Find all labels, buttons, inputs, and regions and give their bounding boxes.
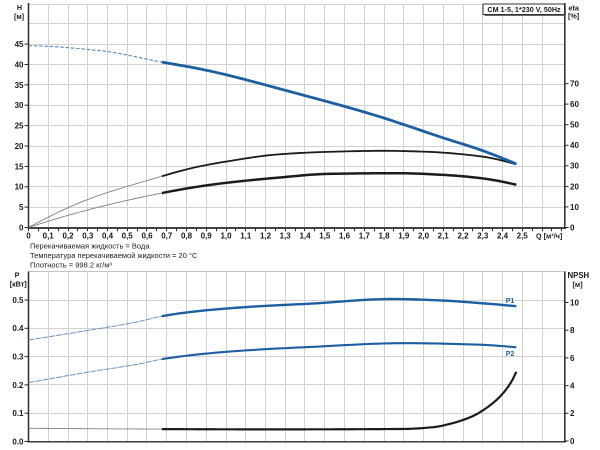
svg-text:1,6: 1,6: [339, 231, 351, 240]
svg-text:0,8: 0,8: [181, 231, 193, 240]
svg-text:45: 45: [15, 40, 24, 49]
svg-text:20: 20: [570, 182, 579, 191]
svg-text:2,3: 2,3: [477, 231, 489, 240]
svg-text:0,7: 0,7: [161, 231, 173, 240]
svg-text:20: 20: [15, 142, 24, 151]
svg-text:0: 0: [19, 223, 24, 232]
svg-text:10: 10: [15, 183, 24, 192]
svg-text:0.1: 0.1: [12, 409, 24, 418]
svg-text:60: 60: [570, 100, 579, 109]
svg-text:1,0: 1,0: [220, 231, 232, 240]
svg-text:1,5: 1,5: [319, 231, 331, 240]
svg-text:[кВт]: [кВт]: [10, 280, 27, 289]
svg-text:8: 8: [570, 326, 575, 335]
svg-text:CM 1-5, 1*230 V, 50Hz: CM 1-5, 1*230 V, 50Hz: [487, 5, 561, 14]
svg-text:0,6: 0,6: [141, 231, 153, 240]
svg-text:P2: P2: [506, 351, 515, 358]
svg-text:Q [м³/ч]: Q [м³/ч]: [536, 231, 562, 240]
svg-text:4: 4: [570, 382, 575, 391]
svg-text:[м]: [м]: [14, 12, 24, 21]
svg-text:70: 70: [570, 80, 579, 89]
svg-text:30: 30: [15, 101, 24, 110]
svg-text:0.0: 0.0: [12, 437, 24, 446]
svg-text:0: 0: [26, 231, 31, 240]
svg-text:H: H: [17, 3, 22, 12]
svg-text:1,7: 1,7: [359, 231, 371, 240]
svg-text:35: 35: [15, 81, 24, 90]
svg-text:2: 2: [570, 409, 575, 418]
svg-text:0,5: 0,5: [122, 231, 134, 240]
svg-text:1,9: 1,9: [398, 231, 410, 240]
svg-text:50: 50: [570, 121, 579, 130]
svg-text:30: 30: [570, 162, 579, 171]
svg-text:0,1: 0,1: [43, 231, 55, 240]
svg-text:1,3: 1,3: [280, 231, 292, 240]
svg-text:0.4: 0.4: [12, 324, 24, 333]
svg-text:5: 5: [19, 203, 24, 212]
svg-text:2,2: 2,2: [457, 231, 469, 240]
svg-text:eta: eta: [569, 4, 580, 13]
svg-text:2,1: 2,1: [438, 231, 450, 240]
svg-text:0.2: 0.2: [12, 381, 24, 390]
svg-text:NPSH: NPSH: [568, 271, 590, 280]
svg-text:Температура перекачиваемой жид: Температура перекачиваемой жидкости = 20…: [30, 251, 198, 260]
svg-text:0.3: 0.3: [12, 353, 24, 362]
svg-text:[м]: [м]: [573, 280, 583, 289]
svg-text:2,4: 2,4: [497, 231, 509, 240]
svg-text:0,4: 0,4: [102, 231, 114, 240]
svg-text:[%]: [%]: [568, 12, 579, 21]
svg-text:40: 40: [15, 60, 24, 69]
svg-text:0.5: 0.5: [12, 296, 24, 305]
svg-text:0,9: 0,9: [201, 231, 213, 240]
svg-text:2,0: 2,0: [418, 231, 430, 240]
svg-text:2,5: 2,5: [517, 231, 529, 240]
svg-text:40: 40: [570, 141, 579, 150]
svg-text:6: 6: [570, 354, 575, 363]
svg-text:1,1: 1,1: [240, 231, 252, 240]
svg-text:Перекачиваемая жидкость = Вода: Перекачиваемая жидкость = Вода: [30, 241, 150, 250]
svg-text:0: 0: [570, 223, 575, 232]
svg-text:0,3: 0,3: [82, 231, 94, 240]
svg-text:1,8: 1,8: [378, 231, 390, 240]
svg-text:10: 10: [570, 298, 579, 307]
svg-text:0: 0: [570, 437, 575, 446]
svg-text:P1: P1: [506, 298, 515, 305]
svg-text:15: 15: [15, 162, 24, 171]
svg-text:0,2: 0,2: [62, 231, 74, 240]
svg-text:P: P: [15, 271, 20, 280]
svg-text:1,2: 1,2: [260, 231, 272, 240]
svg-text:Плотность = 998.2 кг/м³: Плотность = 998.2 кг/м³: [30, 260, 112, 269]
svg-text:1,4: 1,4: [299, 231, 311, 240]
svg-text:10: 10: [570, 203, 579, 212]
svg-text:25: 25: [15, 122, 24, 131]
